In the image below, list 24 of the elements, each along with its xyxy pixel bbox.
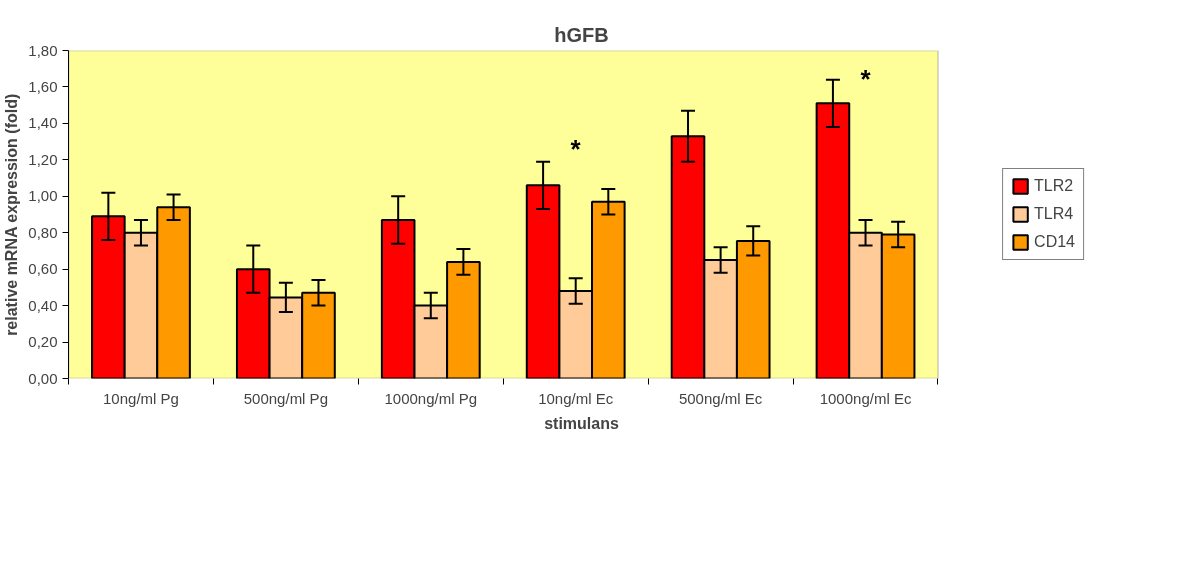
x-tick-label: 500ng/ml Ec xyxy=(678,389,763,407)
x-tick-label: 10ng/ml Pg xyxy=(103,389,179,407)
y-tick-label: 1,60 xyxy=(28,77,58,95)
y-tick-label: 0,60 xyxy=(28,260,58,278)
y-tick-label: 1,20 xyxy=(28,150,58,168)
y-axis-title: relative mRNA expression (fold) xyxy=(3,93,21,336)
y-tick-label: 0,00 xyxy=(28,369,58,387)
y-tick-label: 1,40 xyxy=(28,114,58,132)
chart-title: hGFB xyxy=(554,23,609,46)
x-tick-label: 1000ng/ml Pg xyxy=(384,389,478,407)
x-tick-label: 10ng/ml Ec xyxy=(538,389,614,407)
x-tick-label: 500ng/ml Pg xyxy=(243,389,328,407)
annotation: * xyxy=(570,133,582,164)
legend-label: TLR4 xyxy=(1034,205,1074,223)
y-tick-label: 1,00 xyxy=(28,187,58,205)
y-tick-label: 0,80 xyxy=(28,223,58,241)
y-tick-label: 1,80 xyxy=(28,41,58,59)
x-tick-label: 1000ng/ml Ec xyxy=(819,389,912,407)
y-tick-label: 0,20 xyxy=(28,333,58,351)
legend-label: TLR2 xyxy=(1034,177,1074,195)
annotation: * xyxy=(860,63,872,94)
y-tick-label: 0,40 xyxy=(28,296,58,314)
x-axis-title: stimulans xyxy=(544,414,619,432)
legend-label: CD14 xyxy=(1034,233,1075,251)
